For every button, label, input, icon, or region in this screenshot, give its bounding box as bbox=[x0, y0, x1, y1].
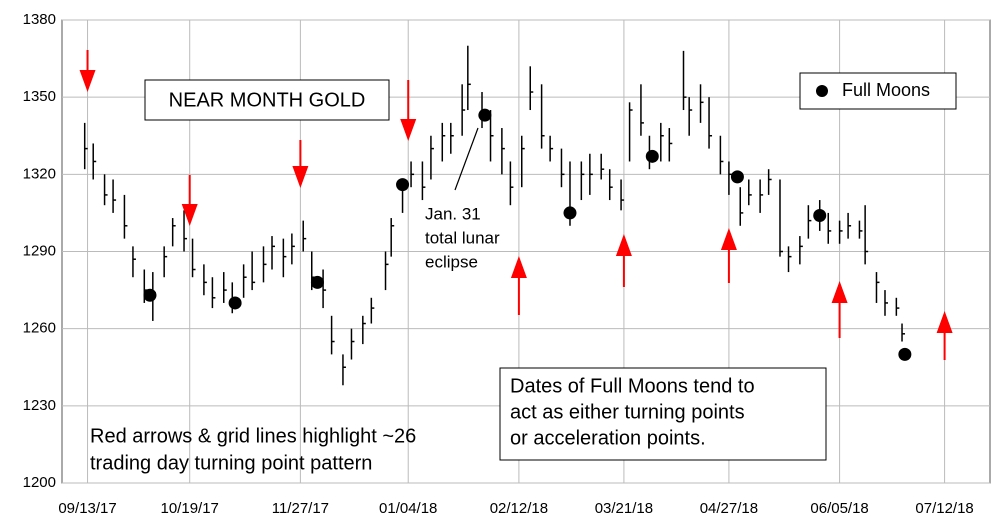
eclipse-note: total lunar bbox=[425, 228, 500, 247]
y-tick-label: 1320 bbox=[23, 165, 56, 182]
y-tick-label: 1260 bbox=[23, 320, 56, 337]
full-moon bbox=[730, 170, 744, 184]
x-tick-label: 10/19/17 bbox=[161, 500, 219, 517]
eclipse-note: Jan. 31 bbox=[425, 204, 481, 223]
y-tick-label: 1200 bbox=[23, 474, 56, 491]
x-tick-label: 09/13/17 bbox=[58, 500, 116, 517]
full-moon bbox=[645, 149, 659, 163]
full-moon bbox=[310, 275, 324, 289]
turning-arrow-head bbox=[400, 119, 417, 141]
turning-arrow-head bbox=[292, 166, 309, 188]
highlight-note: Red arrows & grid lines highlight ~26 bbox=[90, 425, 416, 447]
note: act as either turning points bbox=[510, 401, 745, 423]
turning-arrow-head bbox=[720, 228, 737, 250]
y-tick-label: 1380 bbox=[23, 11, 56, 28]
x-tick-label: 11/27/17 bbox=[272, 500, 329, 517]
y-tick-label: 1290 bbox=[23, 242, 56, 259]
x-tick-label: 01/04/18 bbox=[379, 500, 437, 517]
x-tick-label: 04/27/18 bbox=[700, 500, 758, 517]
legend-marker bbox=[816, 85, 828, 97]
y-tick-label: 1230 bbox=[23, 397, 56, 414]
y-tick-label: 1350 bbox=[23, 88, 56, 105]
turning-arrow-head bbox=[615, 234, 632, 256]
turning-arrow-head bbox=[936, 311, 953, 333]
note: Dates of Full Moons tend to bbox=[510, 375, 755, 397]
x-tick-label: 02/12/18 bbox=[490, 500, 548, 517]
chart-title: NEAR MONTH GOLD bbox=[169, 89, 366, 111]
turning-arrow-head bbox=[831, 281, 848, 303]
turning-arrow-head bbox=[79, 70, 96, 92]
eclipse-note: eclipse bbox=[425, 252, 478, 271]
x-tick-label: 03/21/18 bbox=[595, 500, 653, 517]
eclipse-pointer bbox=[454, 127, 479, 191]
full-moon bbox=[813, 208, 827, 222]
full-moon bbox=[143, 288, 157, 302]
full-moon bbox=[563, 206, 577, 220]
full-moon bbox=[396, 178, 410, 192]
full-moon bbox=[898, 347, 912, 361]
highlight-note: trading day turning point pattern bbox=[90, 452, 372, 474]
x-tick-label: 06/05/18 bbox=[810, 500, 868, 517]
marks bbox=[83, 45, 912, 386]
x-tick-label: 07/12/18 bbox=[915, 500, 973, 517]
turning-arrow-head bbox=[510, 256, 527, 278]
note-box bbox=[499, 367, 827, 461]
full-moon bbox=[228, 296, 242, 310]
note: or acceleration points. bbox=[510, 427, 706, 449]
legend-label: Full Moons bbox=[842, 80, 930, 100]
turning-arrow-head bbox=[181, 204, 198, 226]
full-moon bbox=[478, 108, 492, 122]
title-box bbox=[144, 79, 390, 121]
